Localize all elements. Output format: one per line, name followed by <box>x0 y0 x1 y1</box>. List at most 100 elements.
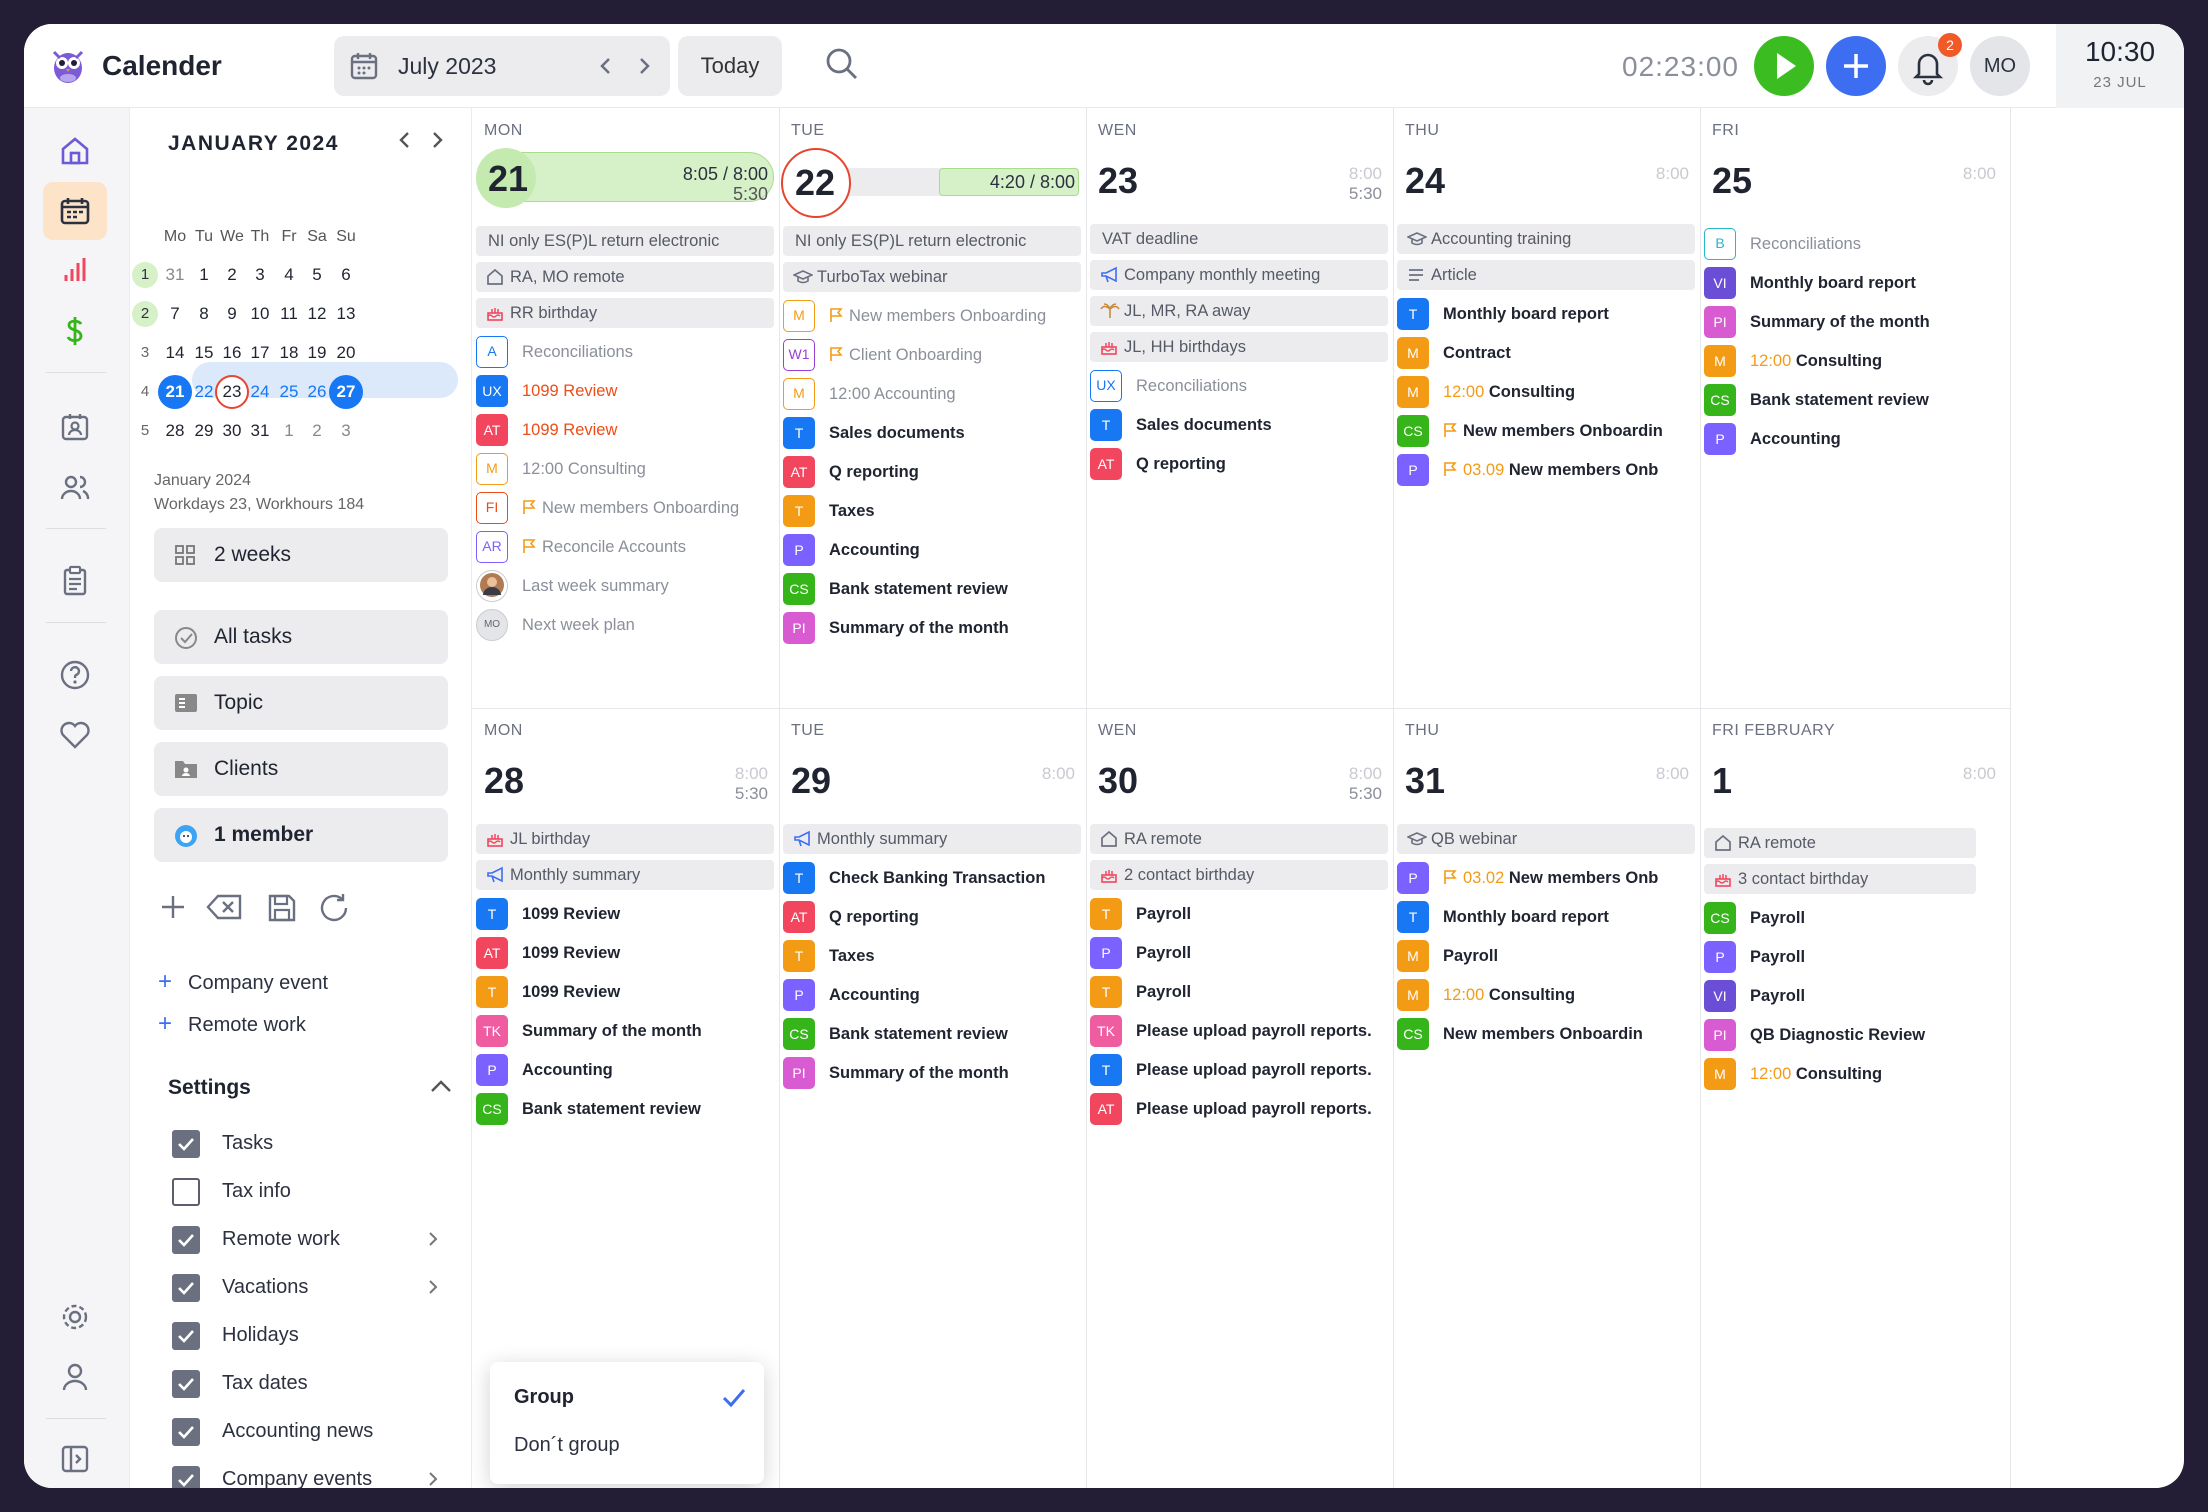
nav-favorites[interactable] <box>43 706 107 764</box>
task-item[interactable]: P Accounting <box>476 1054 774 1086</box>
task-item[interactable]: M New members Onboarding <box>783 300 1081 332</box>
task-item[interactable]: T Please upload payroll reports. <box>1090 1054 1388 1086</box>
mini-day[interactable]: 2 <box>227 265 237 284</box>
day-cell[interactable]: WEN 30 8:00 5:30 RA remote 2 contact birthday… <box>1086 708 1392 1308</box>
task-item[interactable]: PI Summary of the month <box>783 1057 1081 1089</box>
all-day-event[interactable]: 2 contact birthday <box>1090 860 1388 890</box>
task-item[interactable]: PI Summary of the month <box>783 612 1081 644</box>
mini-day[interactable]: 4 <box>284 265 294 284</box>
add-company-event-link[interactable]: + Company event <box>158 968 328 996</box>
day-cell[interactable]: THU 31 8:00 QB webinar P 03.02 New members On… <box>1393 708 1699 1308</box>
all-day-event[interactable]: JL birthday <box>476 824 774 854</box>
all-day-event[interactable]: JL, MR, RA away <box>1090 296 1388 326</box>
task-item[interactable]: Last week summary <box>476 570 774 602</box>
all-day-event[interactable]: TurboTax webinar <box>783 262 1081 292</box>
mini-day[interactable]: 29 <box>194 421 214 440</box>
task-item[interactable]: PI Summary of the month <box>1704 306 2002 338</box>
task-item[interactable]: UX Reconciliations <box>1090 370 1388 402</box>
task-item[interactable]: AR Reconcile Accounts <box>476 531 774 563</box>
day-cell[interactable]: FRI 25 8:00 B Reconciliations VI Monthly board… <box>1700 108 2006 708</box>
mini-day[interactable]: 5 <box>312 265 322 284</box>
mini-day[interactable]: 15 <box>194 343 214 362</box>
checkbox[interactable] <box>172 1274 200 1302</box>
topic-button[interactable]: Topic <box>154 676 448 730</box>
mini-next-icon[interactable] <box>426 128 448 152</box>
nav-home[interactable] <box>43 122 107 180</box>
task-item[interactable]: TK Please upload payroll reports. <box>1090 1015 1388 1047</box>
refresh-icon[interactable] <box>318 892 352 924</box>
mini-day[interactable]: 12 <box>307 304 327 323</box>
task-item[interactable]: T Taxes <box>783 495 1081 527</box>
search-icon[interactable] <box>824 46 860 82</box>
chevron-up-icon[interactable] <box>428 1076 454 1098</box>
week-number[interactable]: 2 <box>132 301 158 327</box>
mini-day[interactable]: 21 <box>158 375 192 409</box>
task-item[interactable]: VI Monthly board report <box>1704 267 2002 299</box>
task-item[interactable]: CS Bank statement review <box>783 1018 1081 1050</box>
mini-day[interactable]: 3 <box>255 265 265 284</box>
task-item[interactable]: T Sales documents <box>783 417 1081 449</box>
all-day-event[interactable]: RA remote <box>1704 828 1976 858</box>
mini-day[interactable]: 28 <box>165 421 185 440</box>
mini-day[interactable]: 17 <box>250 343 270 362</box>
collapse-sidebar[interactable] <box>43 1430 107 1488</box>
task-item[interactable]: PI QB Diagnostic Review <box>1704 1019 2002 1051</box>
mini-day[interactable]: 25 <box>279 382 299 401</box>
task-item[interactable]: AT 1099 Review <box>476 937 774 969</box>
checkbox[interactable] <box>172 1418 200 1446</box>
group-option[interactable]: Group <box>514 1386 574 1408</box>
nav-users[interactable] <box>43 458 107 516</box>
day-cell[interactable]: MON 28 8:00 5:30 JL birthday Monthly summary T… <box>472 708 778 1308</box>
day-cell[interactable]: FRI FEBRUARY 1 8:00 RA remote 3 contact birt… <box>1700 708 2006 1308</box>
task-item[interactable]: P 03.09 New members Onb <box>1397 454 1695 486</box>
clients-button[interactable]: Clients <box>154 742 448 796</box>
all-day-event[interactable]: Article <box>1397 260 1695 290</box>
mini-day[interactable]: 30 <box>222 421 242 440</box>
mini-day[interactable]: 6 <box>341 265 351 284</box>
task-item[interactable]: CS New members Onboardin <box>1397 415 1695 447</box>
task-item[interactable]: T Payroll <box>1090 976 1388 1008</box>
view-2-weeks-button[interactable]: 2 weeks <box>154 528 448 582</box>
task-item[interactable]: T Monthly board report <box>1397 901 1695 933</box>
task-item[interactable]: P Accounting <box>783 534 1081 566</box>
task-item[interactable]: CS Bank statement review <box>1704 384 2002 416</box>
all-day-event[interactable]: RA, MO remote <box>476 262 774 292</box>
mini-day[interactable]: 11 <box>280 304 298 323</box>
task-item[interactable]: M Payroll <box>1397 940 1695 972</box>
mini-day[interactable]: 14 <box>165 343 185 362</box>
task-item[interactable]: T Check Banking Transaction <box>783 862 1081 894</box>
date-picker[interactable]: July 2023 <box>334 36 670 96</box>
mini-day[interactable]: 1 <box>199 265 209 284</box>
day-cell[interactable]: TUE 29 8:00 Monthly summary T Check Banking T… <box>779 708 1085 1308</box>
task-item[interactable]: T Payroll <box>1090 898 1388 930</box>
task-item[interactable]: CS Payroll <box>1704 902 2002 934</box>
mini-day[interactable]: 31 <box>165 265 185 284</box>
member-filter-button[interactable]: 1 member <box>154 808 448 862</box>
task-item[interactable]: T Monthly board report <box>1397 298 1695 330</box>
checkbox[interactable] <box>172 1370 200 1398</box>
task-item[interactable]: MO Next week plan <box>476 609 774 641</box>
mini-day[interactable]: 31 <box>250 421 270 440</box>
nav-calendar[interactable] <box>43 182 107 240</box>
task-item[interactable]: AT Q reporting <box>1090 448 1388 480</box>
task-item[interactable]: TK Summary of the month <box>476 1015 774 1047</box>
mini-day[interactable]: 8 <box>199 304 209 323</box>
mini-day[interactable]: 20 <box>336 343 356 362</box>
all-day-event[interactable]: Company monthly meeting <box>1090 260 1388 290</box>
task-item[interactable]: B Reconciliations <box>1704 228 2002 260</box>
checkbox[interactable] <box>172 1226 200 1254</box>
all-day-event[interactable]: NI only ES(P)L return electronic <box>476 226 774 256</box>
mini-day[interactable]: 13 <box>336 304 356 323</box>
task-item[interactable]: M Contract <box>1397 337 1695 369</box>
all-day-event[interactable]: QB webinar <box>1397 824 1695 854</box>
add-filter-icon[interactable] <box>158 892 188 922</box>
task-item[interactable]: M 12:00 Accounting <box>783 378 1081 410</box>
mini-day[interactable]: 23 <box>215 375 249 409</box>
week-number[interactable]: 1 <box>132 262 158 288</box>
checkbox[interactable] <box>172 1130 200 1158</box>
day-cell[interactable]: THU 24 8:00 Accounting training Article T Mont… <box>1393 108 1699 708</box>
nav-contacts[interactable] <box>43 398 107 456</box>
nav-billing[interactable] <box>43 302 107 360</box>
nav-help[interactable] <box>43 646 107 704</box>
add-button[interactable] <box>1826 36 1886 96</box>
